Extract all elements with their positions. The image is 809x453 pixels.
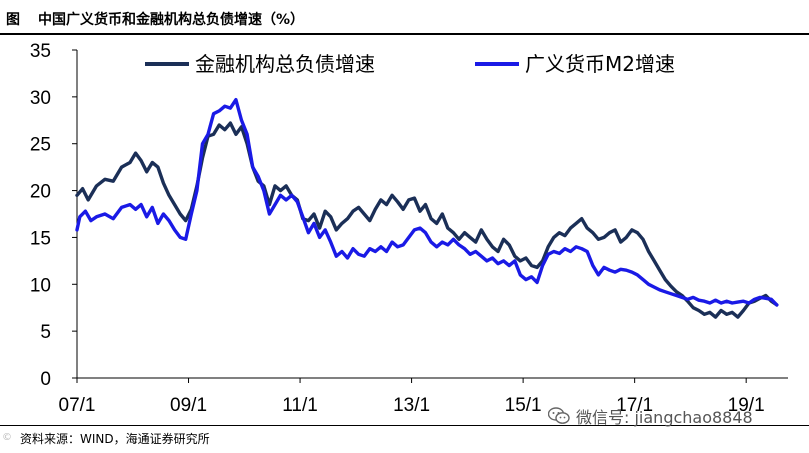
watermark: 微信号: jiangchao8848: [548, 404, 753, 428]
y-tick-label: 5: [40, 322, 51, 343]
y-tick-label: 10: [30, 275, 51, 296]
y-tick-label: 20: [30, 182, 51, 203]
y-tick-label: 0: [40, 369, 51, 390]
y-tick-label: 15: [30, 228, 51, 249]
x-tick-label: 15/1: [505, 395, 542, 416]
x-tick-label: 13/1: [393, 395, 430, 416]
chart-title: 中国广义货币和金融机构总负债增速（%）: [38, 12, 305, 28]
x-tick-label: 09/1: [170, 395, 207, 416]
x-tick-label: 17/1: [616, 395, 653, 416]
x-tick-label: 11/1: [282, 395, 318, 416]
title-divider: [0, 33, 809, 35]
y-tick-label: 25: [30, 135, 51, 156]
figure-label: 图: [6, 12, 20, 28]
y-tick-label: 35: [30, 41, 51, 62]
wechat-icon: [548, 407, 570, 424]
y-tick-label: 30: [30, 88, 51, 109]
source-divider: [0, 425, 809, 426]
copyright-mark: ©: [2, 432, 12, 443]
watermark-text: 微信号: jiangchao8848: [576, 408, 753, 427]
legend-liabilities-label: 金融机构总负债增速: [195, 52, 375, 76]
series-line-m2: [75, 98, 779, 307]
series-line-liabilities: [75, 121, 779, 319]
legend-m2-label: 广义货币M2增速: [525, 52, 675, 76]
x-tick-label: 19/1: [728, 395, 765, 416]
figure-title: 图 中国广义货币和金融机构总负债增速（%）: [6, 9, 304, 29]
source-note: 资料来源：WIND，海通证券研究所: [20, 432, 210, 446]
x-tick-label: 07/1: [59, 395, 96, 416]
